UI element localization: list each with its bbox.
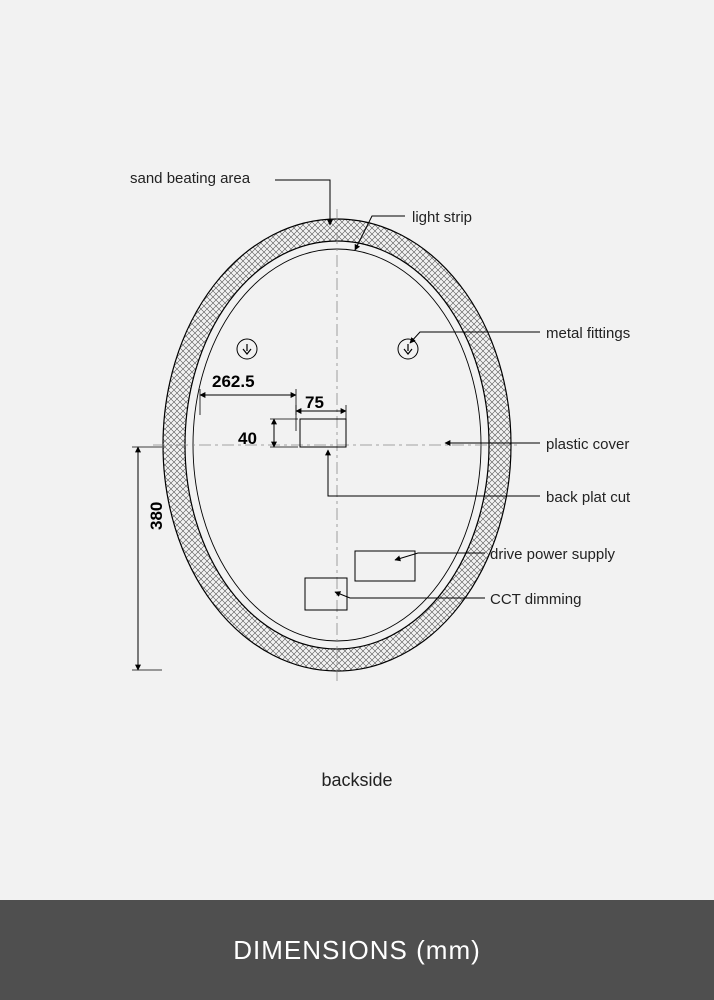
label-back-plat-cut: back plat cut (546, 489, 630, 506)
dim-262-5: 262.5 (212, 372, 255, 392)
label-drive-power: drive power supply (490, 546, 615, 563)
label-light-strip: light strip (412, 209, 472, 226)
caption-backside: backside (321, 770, 392, 791)
label-metal-fittings: metal fittings (546, 325, 630, 342)
diagram-area: sand beating area light strip metal fitt… (0, 0, 714, 900)
footer-bar: DIMENSIONS (mm) (0, 900, 714, 1000)
label-plastic-cover: plastic cover (546, 436, 629, 453)
label-sand-beating: sand beating area (130, 170, 250, 187)
dim-75: 75 (305, 393, 324, 413)
dim-380: 380 (147, 502, 167, 530)
dim-40: 40 (238, 429, 257, 449)
label-cct-dimming: CCT dimming (490, 591, 581, 608)
footer-text: DIMENSIONS (mm) (233, 935, 481, 966)
